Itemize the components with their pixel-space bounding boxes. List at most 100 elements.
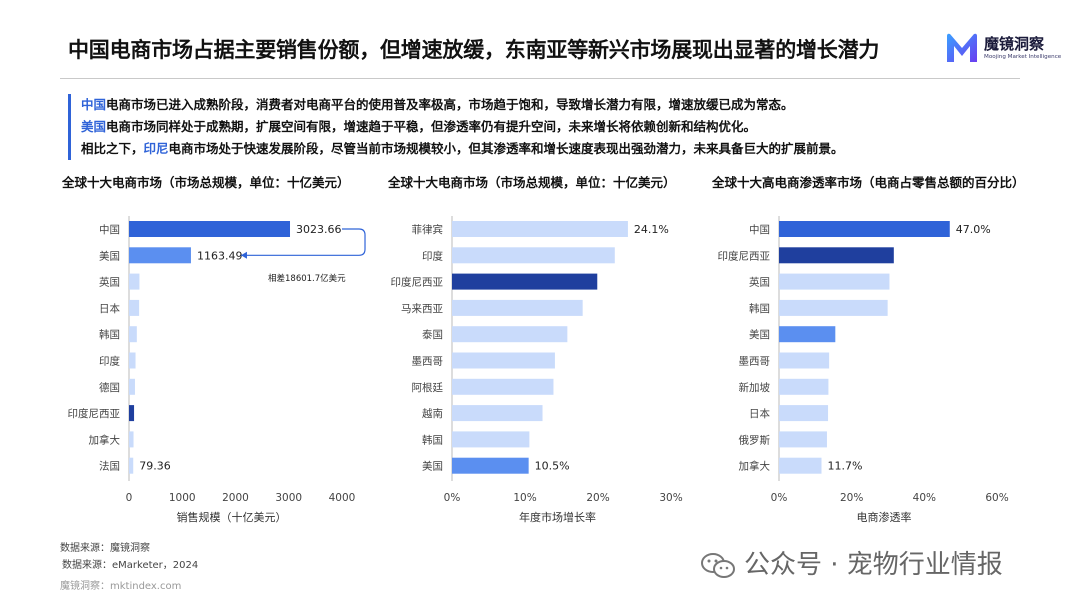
chart-2-category-label: 墨西哥 bbox=[412, 356, 444, 368]
chart-2-bar bbox=[452, 431, 530, 448]
chart-3-data-label: 47.0% bbox=[956, 223, 991, 236]
chart-2-category-label: 美国 bbox=[422, 460, 443, 473]
chart-1-bar bbox=[129, 405, 135, 422]
chart-2-category-label: 泰国 bbox=[422, 328, 443, 341]
chart-1-bar bbox=[129, 378, 135, 395]
chart-3-category-label: 中国 bbox=[749, 223, 770, 236]
source-line-1: 数据来源：魔镜洞察 bbox=[60, 543, 150, 554]
watermark-text: 公众号 · 宠物行业情报 bbox=[744, 550, 1003, 580]
chart-2-x-tick-label: 30% bbox=[659, 492, 682, 504]
chart-2-category-label: 印度尼西亚 bbox=[391, 276, 444, 289]
chart-1-data-label: 79.36 bbox=[139, 460, 171, 473]
chart-1-category-label: 印度 bbox=[99, 355, 120, 368]
source-line-2: 数据来源：eMarketer，2024 bbox=[62, 560, 199, 571]
chart-3-bar bbox=[779, 431, 827, 448]
chart-3-bar bbox=[779, 221, 950, 237]
chart-3-bar bbox=[779, 405, 829, 422]
chart-3-x-tick-label: 60% bbox=[985, 492, 1008, 504]
chart-2-category-label: 印度 bbox=[422, 249, 443, 262]
summary-highlight: 美国 bbox=[81, 119, 107, 134]
chart-2-x-tick-label: 10% bbox=[513, 492, 536, 504]
chart-2-x-tick-label: 20% bbox=[586, 492, 609, 504]
chart-1-x-tick-label: 4000 bbox=[329, 492, 356, 504]
chart-1-bar bbox=[129, 221, 291, 237]
chart-1-category-label: 法国 bbox=[99, 460, 120, 473]
chart-3-category-label: 加拿大 bbox=[739, 460, 771, 473]
page-title: 中国电商市场占据主要销售份额，但增速放缓，东南亚等新兴市场展现出显著的增长潜力 bbox=[68, 38, 880, 62]
source-line-3: 魔镜洞察：mktindex.com bbox=[60, 581, 182, 592]
chart-1-x-axis-label: 销售规模（十亿美元） bbox=[177, 510, 287, 524]
chart-3-category-label: 印度尼西亚 bbox=[718, 249, 771, 262]
chart-2-bar bbox=[452, 405, 543, 422]
chart-1-category-label: 中国 bbox=[99, 223, 120, 236]
chart-1-category-label: 韩国 bbox=[99, 328, 120, 341]
chart-3-bar bbox=[779, 299, 888, 316]
chart-1-data-label: 3023.66 bbox=[296, 223, 342, 236]
summary-highlight: 印尼 bbox=[143, 141, 169, 156]
chart-2-bar bbox=[452, 299, 583, 316]
chart-1-category-label: 美国 bbox=[99, 249, 120, 262]
logo-subtitle: Moojing Market Intelligence bbox=[984, 54, 1062, 60]
chart-1-x-tick-label: 1000 bbox=[169, 492, 196, 504]
summary-text: 电商市场同样处于成熟期，扩展空间有限，增速趋于平稳，但渗透率仍有提升空间，未来增… bbox=[106, 119, 757, 134]
chart-3-category-label: 英国 bbox=[749, 276, 770, 289]
chart-3-category-label: 美国 bbox=[749, 328, 770, 341]
brand-logo: 魔镜洞察 Moojing Market Intelligence bbox=[944, 30, 1074, 68]
summary-prefix: 相比之下， bbox=[81, 141, 144, 156]
chart-3-x-axis-label: 电商渗透率 bbox=[857, 510, 912, 524]
chart-1-gap-annotation: 相差18601.7亿美元 bbox=[268, 273, 346, 284]
chart-1-category-label: 印度尼西亚 bbox=[68, 407, 121, 420]
chart-2-bar bbox=[452, 247, 615, 264]
chart-1-bar bbox=[129, 247, 191, 264]
chart-2-x-axis-label: 年度市场增长率 bbox=[519, 510, 596, 524]
summary-line-china: 中国电商市场已进入成熟阶段，消费者对电商平台的使用普及率极高，市场趋于饱和，导致… bbox=[81, 94, 1031, 116]
chart-3-category-label: 新加坡 bbox=[739, 381, 771, 394]
chart-1-gap-arrow bbox=[240, 251, 247, 259]
chart-1-bar bbox=[129, 352, 136, 369]
chart-2-title: 全球十大电商市场（市场总规模，单位：十亿美元） bbox=[388, 175, 676, 190]
chart-1-x-tick-label: 2000 bbox=[222, 492, 249, 504]
chart-2-data-label: 10.5% bbox=[535, 460, 570, 473]
title-divider bbox=[60, 78, 1020, 79]
chart-3-bar bbox=[779, 457, 822, 474]
chart-3-bar bbox=[779, 378, 829, 395]
chart-2-x-tick-label: 0% bbox=[444, 492, 461, 504]
chart-1-bar bbox=[129, 273, 140, 290]
chart-1-title: 全球十大电商市场（市场总规模，单位：十亿美元） bbox=[62, 175, 350, 190]
chart-3-title: 全球十大高电商渗透率市场（电商占零售总额的百分比） bbox=[712, 175, 1025, 190]
chart-1-gap-bracket bbox=[240, 228, 366, 256]
wechat-icon bbox=[701, 552, 735, 578]
logo-m-icon bbox=[947, 33, 977, 62]
chart-3-category-label: 韩国 bbox=[749, 302, 770, 315]
chart-1-category-label: 英国 bbox=[99, 276, 120, 289]
chart-1-x-tick-label: 3000 bbox=[275, 492, 302, 504]
chart-3-x-tick-label: 0% bbox=[771, 492, 788, 504]
chart-3-bar bbox=[779, 273, 890, 290]
chart-2-bar bbox=[452, 378, 554, 395]
chart-1-bar bbox=[129, 326, 137, 343]
summary-text: 电商市场处于快速发展阶段，尽管当前市场规模较小，但其渗透率和增长速度表现出强劲潜… bbox=[168, 141, 844, 156]
chart-1-x-tick-label: 0 bbox=[126, 492, 133, 504]
summary-line-usa: 美国电商市场同样处于成熟期，扩展空间有限，增速趋于平稳，但渗透率仍有提升空间，未… bbox=[81, 116, 1031, 138]
logo-name: 魔镜洞察 bbox=[984, 35, 1045, 53]
summary-text: 电商市场已进入成熟阶段，消费者对电商平台的使用普及率极高，市场趋于饱和，导致增长… bbox=[106, 97, 794, 112]
chart-3-category-label: 日本 bbox=[749, 407, 770, 420]
chart-1-category-label: 加拿大 bbox=[89, 433, 121, 446]
chart-2-category-label: 韩国 bbox=[422, 433, 443, 446]
chart-3-category-label: 俄罗斯 bbox=[739, 433, 771, 446]
chart-2-data-label: 24.1% bbox=[634, 223, 669, 236]
chart-1-bar bbox=[129, 431, 134, 448]
chart-2-bar bbox=[452, 352, 555, 369]
chart-2-bar bbox=[452, 457, 529, 474]
chart-2-bar bbox=[452, 221, 628, 237]
chart-3-category-label: 墨西哥 bbox=[739, 356, 771, 368]
summary-line-indonesia: 相比之下，印尼电商市场处于快速发展阶段，尽管当前市场规模较小，但其渗透率和增长速… bbox=[81, 138, 1031, 160]
chart-3-data-label: 11.7% bbox=[828, 460, 863, 473]
summary-block: 中国电商市场已进入成熟阶段，消费者对电商平台的使用普及率极高，市场趋于饱和，导致… bbox=[68, 94, 1031, 160]
chart-3-bar bbox=[779, 247, 894, 264]
chart-3-bar bbox=[779, 326, 836, 343]
chart-1-data-label: 1163.49 bbox=[197, 249, 243, 262]
chart-2-bar bbox=[452, 326, 568, 343]
chart-1-category-label: 日本 bbox=[99, 302, 120, 315]
